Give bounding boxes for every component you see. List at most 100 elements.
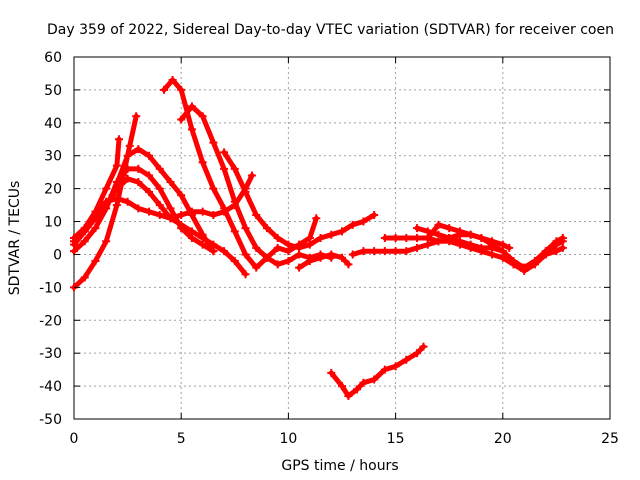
data-point — [477, 234, 486, 242]
data-point — [209, 184, 218, 193]
data-point — [252, 263, 261, 272]
data-point — [488, 237, 497, 246]
series-sat-n — [423, 220, 514, 252]
series-line — [110, 146, 216, 254]
data-point — [112, 201, 121, 210]
data-point — [177, 224, 186, 233]
data-point — [348, 220, 357, 229]
plot-frame — [73, 56, 611, 420]
data-point — [220, 148, 229, 157]
data-point — [155, 201, 164, 210]
data-point — [413, 349, 422, 358]
data-point — [187, 102, 196, 111]
data-point — [241, 250, 250, 259]
data-point — [80, 273, 89, 282]
data-point — [273, 260, 282, 269]
data-point — [123, 197, 132, 206]
data-point — [187, 210, 196, 219]
data-point — [423, 234, 432, 242]
series-sat-e — [70, 135, 124, 242]
data-point — [112, 161, 121, 170]
data-point — [102, 237, 111, 246]
data-point — [402, 355, 411, 364]
data-point — [316, 253, 325, 262]
data-point — [327, 250, 336, 259]
x-tick-label: 20 — [494, 431, 512, 447]
data-point — [359, 217, 368, 226]
data-point — [91, 224, 100, 233]
data-point — [273, 243, 282, 252]
series-line — [382, 232, 566, 274]
series-line — [328, 344, 426, 399]
y-tick-label: 40 — [44, 116, 62, 132]
series-sat-c — [70, 164, 218, 256]
data-point — [262, 224, 271, 233]
data-point — [91, 257, 100, 266]
x-axis: 0 5 10 15 20 25 — [70, 57, 619, 447]
data-point — [123, 151, 132, 160]
data-point — [241, 224, 250, 233]
series-line — [71, 166, 216, 254]
data-point — [445, 224, 454, 233]
data-point — [541, 247, 550, 256]
data-point — [102, 204, 111, 213]
data-point — [434, 220, 443, 229]
data-point — [295, 243, 304, 252]
data-point — [380, 234, 389, 242]
data-point — [466, 230, 475, 239]
series-layer — [70, 76, 567, 400]
data-point — [338, 227, 346, 236]
y-tick-label: 0 — [53, 247, 62, 263]
data-point — [177, 191, 186, 200]
data-point — [70, 247, 78, 256]
data-point — [520, 263, 529, 272]
data-point — [80, 237, 89, 246]
data-point — [209, 138, 218, 147]
data-point — [220, 164, 229, 173]
data-point — [455, 227, 464, 236]
data-point — [530, 257, 539, 266]
data-point — [145, 151, 154, 160]
grid — [74, 57, 610, 419]
y-tick-label: -50 — [39, 412, 62, 428]
data-point — [295, 263, 304, 272]
data-point — [413, 243, 422, 252]
data-point — [455, 237, 464, 246]
data-point — [145, 207, 154, 216]
data-point — [132, 112, 141, 121]
series-line — [161, 77, 319, 271]
data-point — [198, 207, 207, 216]
data-point — [419, 342, 428, 351]
data-point — [312, 214, 321, 223]
data-point — [134, 178, 143, 187]
data-point — [252, 243, 261, 252]
data-point — [338, 253, 346, 262]
series-line — [71, 113, 139, 290]
data-point — [359, 378, 368, 387]
data-point — [145, 187, 154, 196]
series-line — [71, 136, 122, 241]
data-point — [177, 210, 186, 219]
data-point — [209, 210, 218, 219]
data-point — [327, 368, 336, 377]
data-point — [155, 164, 164, 173]
data-point — [187, 125, 196, 134]
data-point — [402, 234, 411, 242]
data-point — [198, 230, 207, 239]
data-point — [166, 178, 175, 187]
data-point — [220, 247, 229, 256]
data-point — [198, 112, 207, 121]
data-point — [552, 237, 561, 246]
data-point — [247, 171, 256, 180]
series-sat-j — [295, 250, 353, 272]
data-point — [187, 234, 196, 242]
data-point — [230, 257, 239, 266]
data-point — [402, 247, 411, 256]
data-point — [344, 391, 353, 400]
data-point — [284, 240, 293, 249]
data-point — [198, 240, 207, 249]
data-point — [380, 247, 389, 256]
series-sat-f — [108, 145, 218, 256]
y-tick-label: 60 — [44, 50, 62, 66]
data-point — [177, 85, 186, 94]
